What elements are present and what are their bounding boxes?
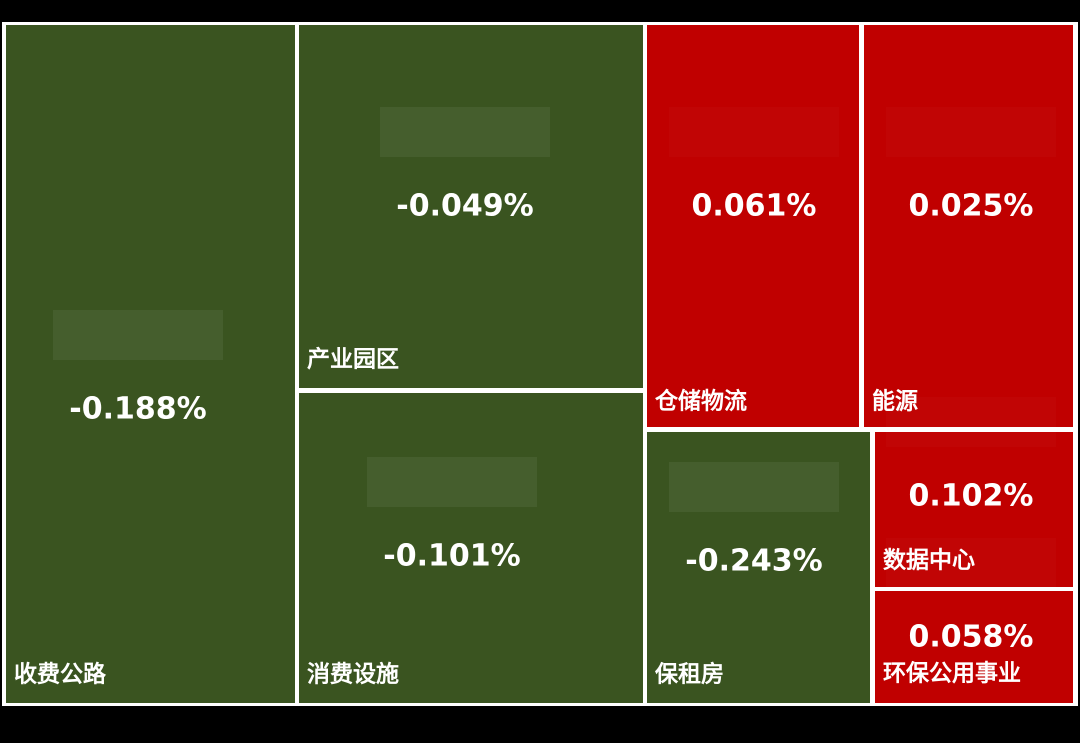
tile-name: 环保公用事业 [883,660,1021,687]
tile [864,25,1073,427]
value-label: -0.188% [69,392,206,427]
tile-name: 产业园区 [307,346,399,373]
tile-highlight [886,107,1056,157]
tile [299,25,643,388]
tile-highlight [669,107,839,157]
tile [299,393,643,703]
tile-highlight [669,462,839,512]
tile-highlight [367,457,537,507]
tile [647,25,859,427]
value-label: -0.049% [396,189,533,224]
value-label: 0.058% [909,620,1034,655]
tile-name: 消费设施 [307,661,399,688]
tile-name: 数据中心 [883,548,975,574]
tile-highlight [380,107,550,157]
tile-highlight [886,538,1056,588]
tile [875,432,1073,587]
value-label: -0.243% [685,544,822,579]
tile [6,25,295,703]
tile [875,591,1073,703]
value-label: 0.102% [909,479,1034,514]
value-label: -0.101% [383,539,520,574]
tile-name: 收费公路 [14,661,107,688]
tile-name: 保租房 [654,661,724,688]
tile-highlight [53,310,223,360]
tile [647,432,870,703]
value-label: 0.025% [909,189,1034,224]
tile-name: 能源 [872,388,918,415]
tile-highlight [886,397,1056,447]
value-label: 0.061% [692,189,817,224]
tile-name: 仓储物流 [654,388,747,415]
